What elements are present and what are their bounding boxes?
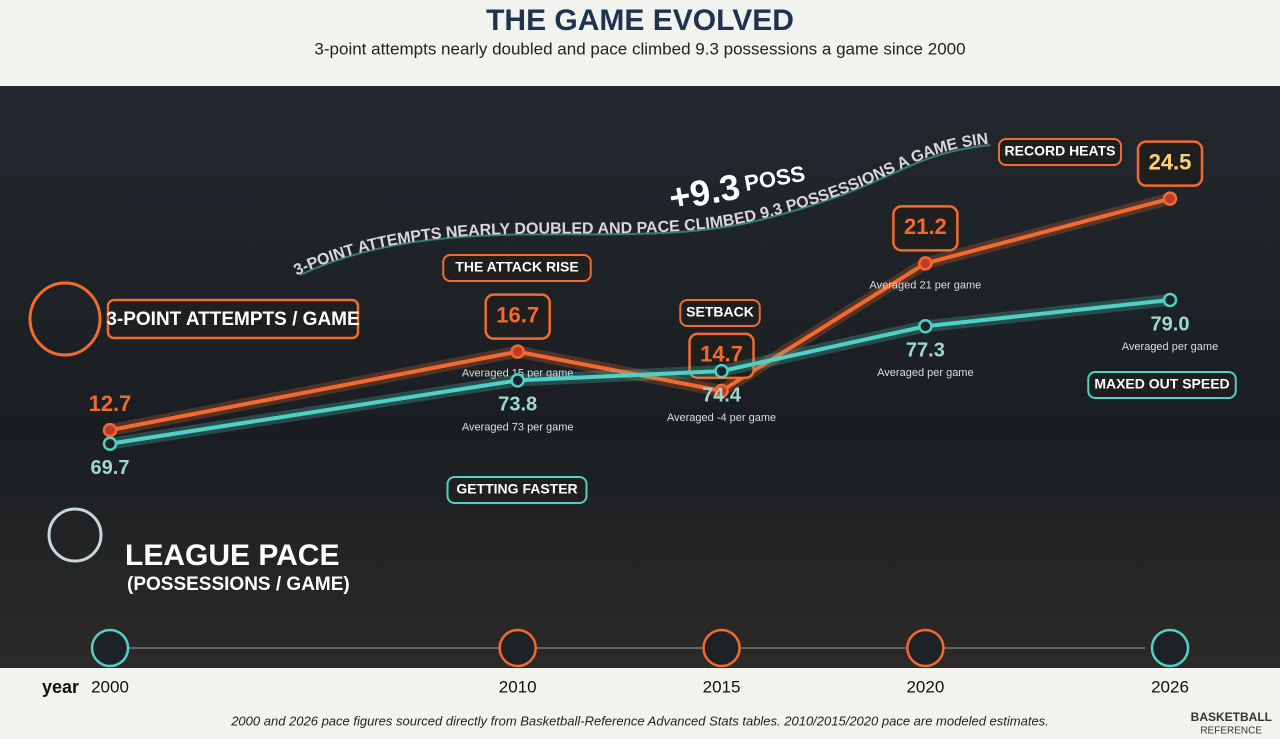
value-label: 77.3 (906, 340, 945, 362)
value-label-box (484, 293, 551, 340)
point-note: Averaged per game (877, 367, 973, 379)
chart-title: THE GAME EVOLVED (486, 4, 794, 37)
data-point (510, 373, 525, 388)
value-label: 79.0 (1151, 313, 1190, 335)
data-point (714, 363, 729, 379)
data-point (714, 383, 729, 399)
x-tick-mark (498, 628, 537, 668)
data-point (1162, 292, 1178, 308)
annotation-box (1087, 371, 1237, 399)
three-point-icon (28, 281, 102, 357)
x-tick-label: 2026 (1151, 677, 1189, 696)
x-tick-label: 2015 (703, 677, 741, 696)
x-tick-label: 2020 (906, 677, 944, 696)
logo-text: BASKETBALL (1191, 710, 1272, 724)
value-label: 16.7 (496, 302, 539, 327)
point-note: Averaged per game (1122, 341, 1218, 353)
annotation-box (998, 138, 1122, 166)
x-tick-mark (90, 628, 130, 668)
annotation: MAXED OUT SPEED (1094, 376, 1229, 392)
annotation: RECORD HEATS (1005, 143, 1116, 159)
value-label: 14.7 (700, 342, 743, 367)
data-point (918, 256, 933, 271)
x-tick-label: 2010 (499, 677, 537, 696)
x-tick-label: 2000 (91, 677, 129, 696)
data-point (918, 319, 933, 334)
value-label-box (1136, 140, 1204, 187)
pace-icon (47, 507, 103, 563)
value-label: 12.7 (89, 391, 132, 416)
series-label: LEAGUE PACE (125, 539, 339, 572)
data-point (102, 422, 118, 438)
value-label: 73.8 (498, 394, 537, 416)
annotation: THE ATTACK RISE (455, 259, 578, 275)
point-note: Averaged -4 per game (667, 412, 776, 424)
x-tick-mark (906, 628, 945, 668)
value-label: 74.4 (702, 384, 742, 406)
x-axis-label: year (42, 677, 79, 697)
data-point (1162, 191, 1178, 206)
data-point (102, 436, 118, 451)
header-band (0, 0, 1280, 86)
annotation-box (442, 254, 592, 282)
series-label-box (106, 298, 360, 340)
value-label: 24.5 (1149, 149, 1192, 174)
banner-curve (299, 144, 991, 276)
annotation-box (679, 299, 761, 327)
series-label: 3-POINT ATTEMPTS / GAME (106, 309, 359, 330)
series-label-sub: (POSSESSIONS / GAME) (127, 574, 350, 595)
value-label: 21.2 (904, 214, 947, 239)
chart-subtitle: 3-point attempts nearly doubled and pace… (314, 39, 965, 58)
value-label-box (892, 205, 959, 252)
logo-text: REFERENCE (1200, 726, 1262, 737)
annotation: SETBACK (686, 304, 754, 320)
footnote: 2000 and 2026 pace figures sourced direc… (230, 713, 1049, 728)
x-tick-mark (1150, 628, 1190, 668)
annotation: GETTING FASTER (456, 481, 577, 497)
value-label: 69.7 (91, 457, 130, 479)
annotation-box (446, 476, 588, 504)
point-note: Averaged 21 per game (870, 279, 982, 291)
point-note: Averaged 73 per game (462, 421, 574, 433)
data-point (510, 344, 525, 359)
footer-band (0, 668, 1280, 739)
x-tick-mark (702, 628, 741, 668)
